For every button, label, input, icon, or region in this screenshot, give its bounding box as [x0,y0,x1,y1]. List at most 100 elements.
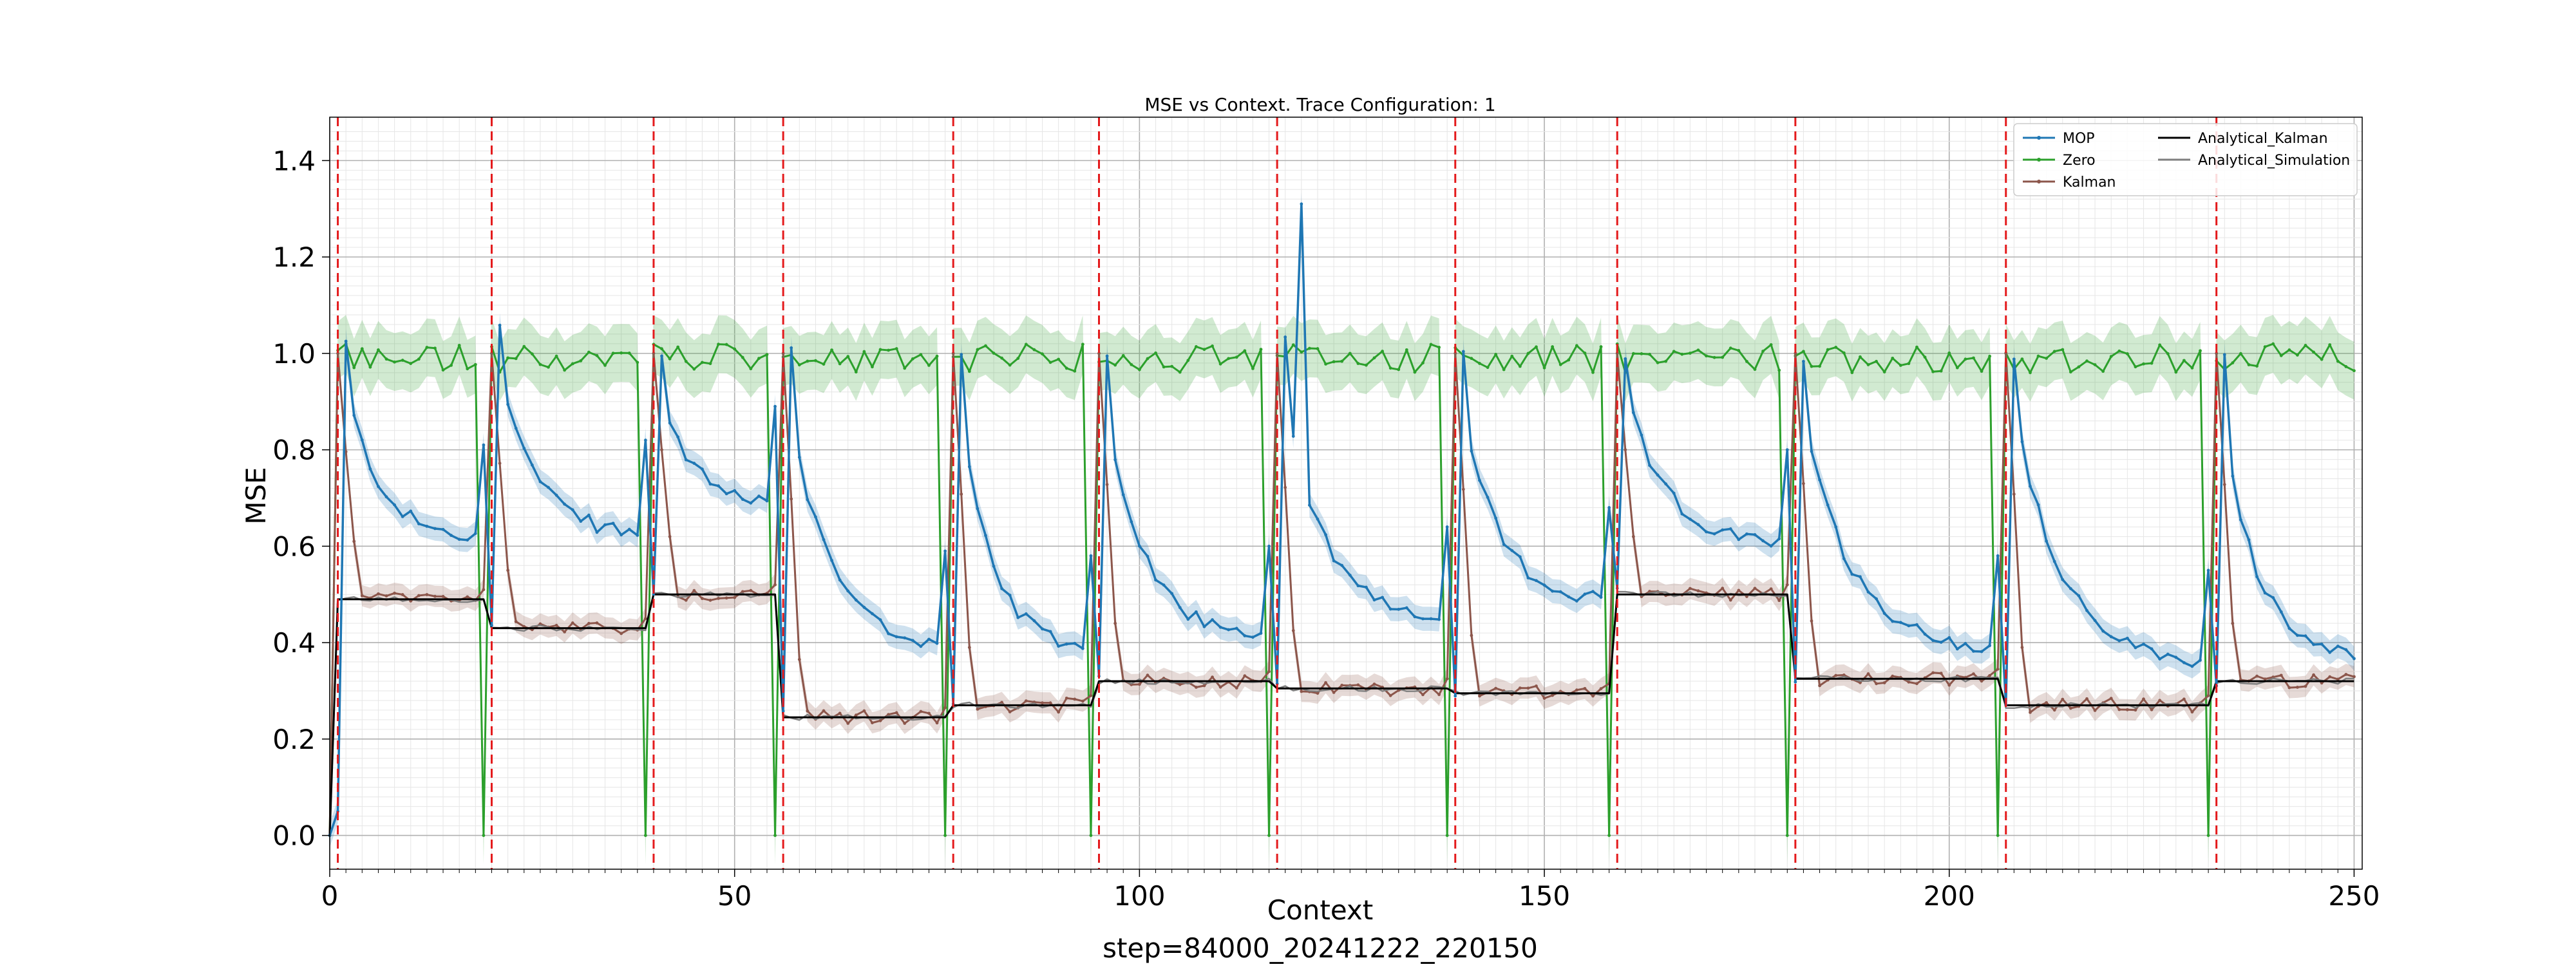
mop-series-line-point [1081,646,1084,650]
kalman-series-line-point [1478,694,1481,698]
mop-series-line-point [692,462,696,465]
kalman-series-line-point [1332,691,1336,694]
zero-series-line-point [1591,370,1595,374]
zero-series-line-point [1915,345,1918,349]
kalman-series-line-point [1728,598,1732,602]
mop-series-line-point [2174,655,2178,659]
mop-series-line-point [1785,448,1789,452]
kalman-series-line-point [2353,675,2356,679]
zero-series-line-point [967,370,971,373]
mop-series-line-point [1947,635,1951,639]
mop-series-line-point [1688,517,1692,521]
zero-series-line-point [2287,348,2291,352]
zero-series-line-point [1421,361,1425,365]
mop-series-line-point [733,489,737,493]
mop-series-line-point [984,534,987,538]
mop-series-line-point [1316,517,1320,521]
zero-series-line-point [1931,370,1935,373]
kalman-series-line-point [903,722,907,725]
zero-series-line-point [984,344,987,348]
zero-series-line-point [1494,352,1498,356]
zero-series-line-point [1413,370,1417,374]
zero-series-line-point [595,353,599,357]
kalman-series-line-point [700,597,704,600]
mop-series-line-point [425,524,429,528]
mop-series-line-point [1599,596,1603,599]
kalman-series-line-point [1866,672,1870,675]
mop-series-line-point [1664,482,1668,486]
mop-series-line-point [676,435,680,439]
mop-series-line-point [2052,560,2056,563]
y-tick-label: 0.4 [272,627,316,659]
zero-series-line-point [514,357,518,361]
zero-series-line-point [554,354,558,358]
mop-series-line-point [538,480,542,484]
mop-series-line-point [1154,578,1157,582]
kalman-series-line-point [1372,682,1376,686]
zero-series-line-point [1041,352,1044,356]
kalman-series-line-point [1437,693,1441,697]
kalman-series-line-point [2012,493,2016,496]
mop-series-line-point [935,641,939,645]
mop-series-line-point [571,508,574,512]
zero-series-line-point [571,362,574,366]
mop-series-line-point [473,532,477,535]
zero-series-line-point [1397,368,1401,372]
mop-series-line-point [1178,606,1182,610]
mop-series-line-point [911,639,914,643]
zero-series-line-point [887,348,890,352]
zero-series-line-point [1251,366,1255,370]
mop-series-line-point [960,353,963,356]
zero-series-line-point [1340,359,1344,363]
zero-series-line-point [1365,363,1368,367]
zero-series-line-point [643,834,647,837]
mop-series-line-point [1356,584,1360,588]
mop-series-line-point [1194,610,1198,614]
zero-series-line-point [2109,355,2113,359]
zero-series-line-point [911,357,914,361]
zero-series-line-point [1405,348,1408,352]
mop-series-line-point [417,522,421,525]
zero-series-line-point [1583,352,1587,355]
mop-series-line-point [1089,554,1093,558]
kalman-series-line-point [1178,682,1182,686]
mop-series-line-point [1648,464,1651,467]
kalman-series-line-point [1445,677,1449,681]
kalman-series-line-point [790,497,793,501]
mop-series-line-point [1146,554,1150,558]
mop-series-line-point [620,533,623,537]
mop-series-line-point [1526,576,1530,579]
kalman-series-line-point [2150,708,2154,711]
zero-series-line-point [935,354,939,358]
mop-series-line-point [490,623,493,627]
mop-series-line-point [2134,646,2137,650]
mop-series-line-point [1745,532,1748,536]
kalman-series-line-point [1542,697,1546,700]
zero-series-line-point [1048,361,1052,364]
kalman-confidence-band [330,343,2354,847]
kalman-series-line-point [1194,685,1198,689]
legend-label: Analytical_Simulation [2198,153,2350,169]
mop-series-line-point [1065,642,1068,646]
kalman-series-line-point [1048,701,1052,705]
mop-series-line-point [708,482,712,486]
zero-series-line-point [1640,352,1643,355]
kalman-series-line-point [1041,701,1044,705]
zero-series-line-point [1777,368,1781,372]
zero-series-line-point [441,368,445,372]
mop-series-line-point [790,346,793,350]
axis-ticks: 0 50 100 150 200 250 0.0 0.2 0.4 0.6 0.8 1.0 1.2 1.4 [272,145,2380,912]
mop-series-line-point [765,499,769,503]
kalman-series-line-point [1526,686,1530,690]
zero-series-line-point [2174,370,2178,374]
kalman-series-line-point [441,595,445,598]
zero-series-line-point [1429,343,1433,346]
kalman-series-line-point [927,711,931,715]
mop-series-line-point [1162,583,1166,587]
kalman-series-line-point [2344,673,2348,676]
kalman-series-line-point [717,597,720,600]
zero-series-line-point [627,352,631,355]
zero-series-line-point [1551,345,1555,348]
zero-series-line-point [1032,348,1036,352]
